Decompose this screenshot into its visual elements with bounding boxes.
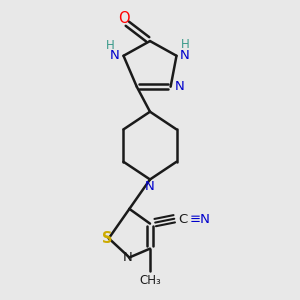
Text: O: O	[118, 11, 129, 26]
Text: H: H	[181, 38, 190, 51]
Text: N: N	[110, 49, 120, 62]
Text: H: H	[106, 39, 115, 52]
Text: ≡N: ≡N	[189, 213, 210, 226]
Text: CH₃: CH₃	[139, 274, 161, 287]
Text: N: N	[180, 49, 190, 62]
Text: N: N	[123, 251, 133, 264]
Text: N: N	[175, 80, 185, 93]
Text: C: C	[178, 213, 187, 226]
Text: S: S	[102, 231, 112, 246]
Text: N: N	[145, 180, 155, 193]
